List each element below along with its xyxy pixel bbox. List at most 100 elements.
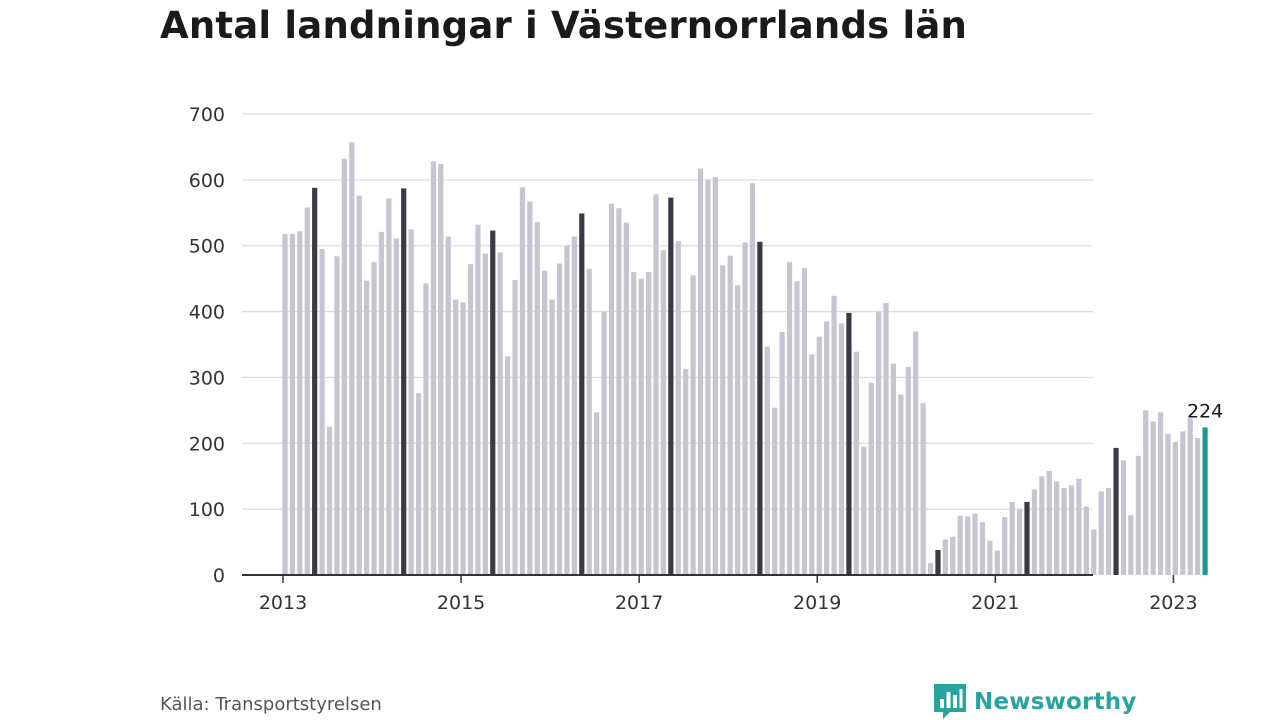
bar xyxy=(1068,485,1075,575)
bar xyxy=(386,198,392,576)
brand-logo: Newsworthy xyxy=(934,684,1137,720)
bar xyxy=(1150,421,1156,575)
bar xyxy=(1187,418,1193,575)
bar xyxy=(505,356,511,575)
x-tick-label: 2017 xyxy=(615,592,663,614)
bar xyxy=(1202,427,1208,575)
bar xyxy=(1083,506,1089,575)
y-axis-labels: 0 100 200 300 400 500 600 700 xyxy=(189,104,225,587)
bar xyxy=(838,323,845,575)
bar xyxy=(898,394,904,575)
bar xyxy=(742,242,748,576)
bar xyxy=(549,299,555,575)
bar xyxy=(683,368,689,575)
bar xyxy=(824,321,830,575)
x-axis: 2013 2015 2017 2019 2021 2023 xyxy=(242,574,1198,614)
grid-lines xyxy=(242,113,1093,510)
bar xyxy=(638,278,644,575)
bar xyxy=(282,233,288,576)
bar xyxy=(1054,481,1060,575)
bar xyxy=(1002,517,1008,575)
bar xyxy=(490,230,496,575)
bar xyxy=(401,188,407,576)
bar xyxy=(853,351,859,575)
bar xyxy=(319,249,325,575)
bar xyxy=(415,393,422,575)
bar xyxy=(1120,460,1127,575)
bar xyxy=(1128,515,1134,575)
y-tick-label: 0 xyxy=(213,565,225,587)
bar xyxy=(556,263,563,575)
bar xyxy=(712,177,718,575)
bar xyxy=(1135,455,1141,575)
bar xyxy=(579,213,585,575)
bar xyxy=(453,299,459,575)
x-tick-label: 2019 xyxy=(793,592,841,614)
bar xyxy=(408,229,414,575)
bars xyxy=(282,142,1208,576)
y-tick-label: 700 xyxy=(189,104,225,126)
bar xyxy=(1143,410,1149,575)
bar xyxy=(527,201,533,575)
chart-title: Antal landningar i Västernorrlands län xyxy=(160,4,968,47)
y-tick-label: 100 xyxy=(189,499,225,521)
bar xyxy=(497,252,503,576)
bar xyxy=(430,161,436,576)
bar xyxy=(326,426,333,575)
bar xyxy=(594,412,600,575)
bar xyxy=(1031,489,1038,575)
bar xyxy=(1180,431,1186,575)
x-tick-label: 2013 xyxy=(259,592,307,614)
bar xyxy=(645,272,652,575)
bar xyxy=(475,224,481,575)
bar xyxy=(653,194,659,575)
bar xyxy=(764,346,770,575)
bar xyxy=(913,331,919,575)
bar xyxy=(876,311,882,575)
bar xyxy=(720,265,726,575)
latest-value-label: 224 xyxy=(1187,400,1223,422)
bar xyxy=(861,446,867,575)
bar xyxy=(1076,478,1082,575)
y-tick-label: 300 xyxy=(189,367,225,389)
brand-name: Newsworthy xyxy=(974,689,1137,715)
bar xyxy=(601,311,607,575)
bar xyxy=(816,336,822,575)
bar xyxy=(757,241,763,575)
bar xyxy=(935,549,941,575)
bar xyxy=(994,550,1000,575)
bar xyxy=(1061,488,1067,575)
bar xyxy=(1091,529,1097,575)
bar xyxy=(794,281,800,575)
bar xyxy=(1113,447,1119,575)
bar xyxy=(467,264,474,575)
bar xyxy=(631,272,637,575)
x-tick-label: 2023 xyxy=(1149,592,1197,614)
x-tick-label: 2015 xyxy=(437,592,485,614)
bar xyxy=(660,250,667,575)
bar xyxy=(356,195,362,575)
bar xyxy=(586,268,592,575)
bar xyxy=(801,268,807,575)
bar xyxy=(371,262,377,575)
bar xyxy=(1009,501,1015,575)
bar xyxy=(512,279,518,575)
bar xyxy=(668,197,674,575)
bar xyxy=(564,245,570,575)
bar xyxy=(779,331,785,575)
bar xyxy=(623,222,629,575)
bar xyxy=(697,168,704,575)
bar xyxy=(772,407,778,575)
bar xyxy=(979,522,986,575)
bar xyxy=(1106,488,1112,575)
bar xyxy=(727,255,733,575)
bar xyxy=(445,236,451,576)
source-note: Källa: Transportstyrelsen xyxy=(160,694,382,715)
bar xyxy=(423,283,429,575)
bar xyxy=(341,158,347,575)
bar xyxy=(675,241,681,575)
bar xyxy=(809,354,815,575)
annotations: 224 xyxy=(1187,400,1223,422)
bar xyxy=(831,295,837,575)
